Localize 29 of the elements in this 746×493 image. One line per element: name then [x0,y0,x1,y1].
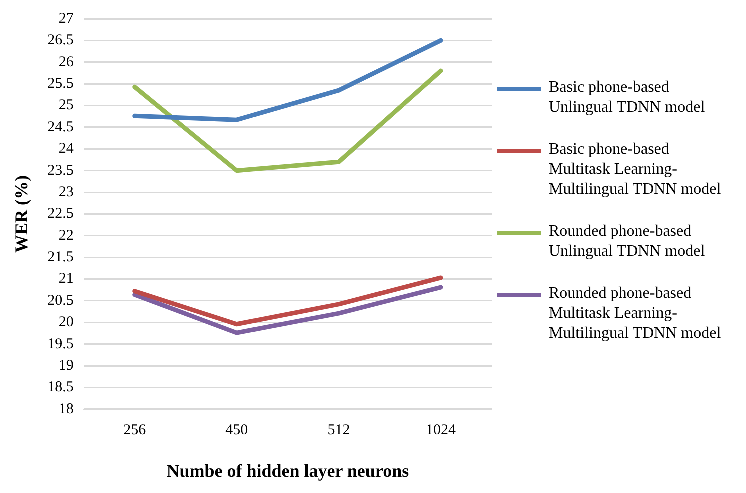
y-tick-label: 22.5 [48,206,74,222]
y-tick-label: 21 [58,271,74,288]
legend-label: Basic phone-based Unlingual TDNN model [549,78,706,118]
x-tick-label: 512 [328,422,350,438]
y-tick-label: 24 [58,141,74,158]
y-tick-label: 27 [58,10,74,27]
x-tick-label: 450 [226,422,248,438]
y-tick-label: 23.5 [48,162,74,179]
x-tick-label: 1024 [426,422,456,438]
y-tick-label: 25.5 [48,76,74,92]
y-tick-label: 24.5 [48,119,74,136]
y-tick-label: 23 [58,184,74,200]
y-tick-label: 20.5 [48,292,74,309]
legend-label: Basic phone-based Multitask Learning-Multilingual TDNN model [549,140,722,200]
legend-label: Rounded phone-based Multitask Learning-Multilingual TDNN model [549,284,722,344]
y-tick-label: 20 [58,314,74,331]
y-axis-title: WER (%) [11,175,32,253]
legend-label: Rounded phone-based Unlingual TDNN model [549,222,706,262]
y-tick-label: 25 [58,98,74,114]
x-axis-title: Numbe of hidden layer neurons [166,460,410,481]
y-tick-label: 18 [58,401,74,418]
x-tick-label: 256 [124,422,147,438]
y-tick-label: 19.5 [48,336,74,352]
y-tick-label: 21.5 [48,250,74,266]
y-tick-label: 19 [58,358,74,374]
y-tick-label: 26.5 [48,32,74,49]
y-tick-label: 18.5 [48,380,74,396]
y-tick-label: 26 [58,54,74,70]
y-tick-label: 22 [58,228,74,244]
